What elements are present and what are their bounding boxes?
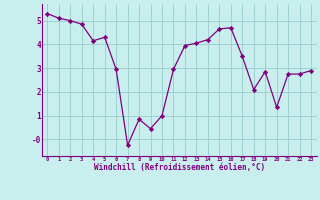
X-axis label: Windchill (Refroidissement éolien,°C): Windchill (Refroidissement éolien,°C) [94,163,265,172]
